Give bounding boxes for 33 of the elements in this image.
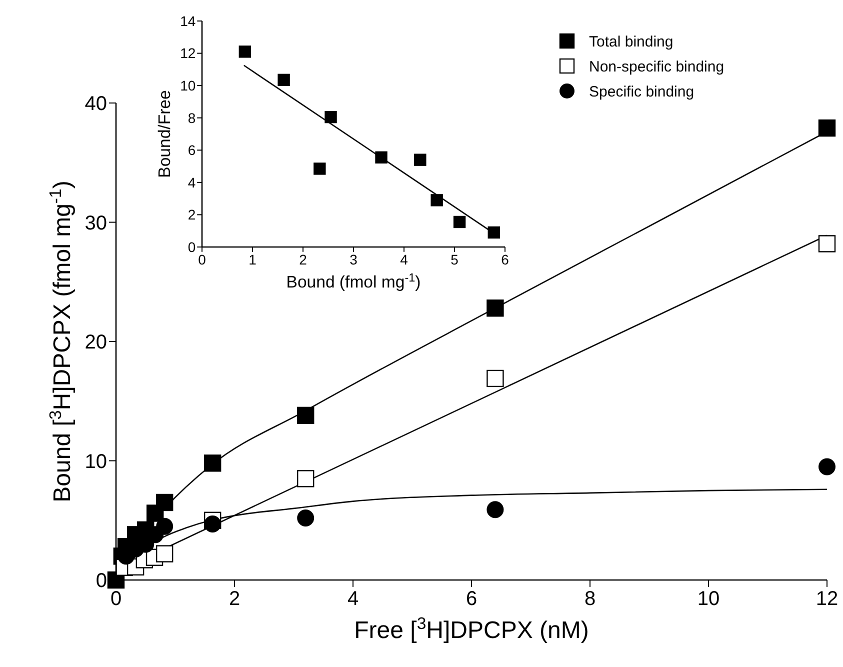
- y-tick-label: 10: [84, 450, 107, 473]
- x-axis-title: Bound (fmol mg$^{-1}$): [286, 271, 421, 292]
- y-tick-label: 10: [180, 77, 196, 94]
- x-tick-label: 4: [347, 588, 359, 610]
- y-tick-label: 6: [188, 142, 196, 158]
- x-tick-label: 0: [110, 588, 122, 610]
- y-tick-label: 0: [96, 570, 107, 592]
- x-tick-label: 3: [350, 252, 358, 268]
- x-tick-label: 1: [248, 252, 257, 268]
- y-axis-title: Bound/Free: [154, 90, 174, 178]
- x-tick-label: 5: [450, 252, 459, 268]
- y-tick-label: 30: [84, 212, 107, 234]
- x-axis-title: Free [$^{3}$H]DPCPX (nM): [354, 614, 589, 644]
- x-tick-label: 2: [299, 252, 308, 268]
- legend-label: Specific binding: [589, 83, 694, 100]
- x-tick-label: 6: [466, 588, 478, 610]
- y-tick-label: 8: [188, 110, 196, 126]
- x-tick-label: 2: [228, 588, 240, 610]
- y-tick-label: 4: [188, 174, 196, 190]
- y-tick-label: 20: [84, 332, 107, 354]
- x-tick-label: 12: [816, 588, 838, 610]
- y-tick-label: 14: [180, 12, 196, 29]
- x-tick-label: 6: [501, 252, 510, 268]
- x-tick-label: 4: [400, 252, 408, 268]
- legend-label: Non-specific binding: [589, 58, 724, 76]
- y-tick-label: 2: [188, 206, 196, 223]
- y-tick-label: 12: [180, 45, 196, 62]
- legend-label: Total binding: [589, 33, 674, 50]
- x-tick-label: 10: [697, 588, 720, 610]
- y-tick-label: 40: [84, 93, 107, 115]
- x-tick-label: 0: [198, 252, 206, 268]
- x-tick-label: 8: [584, 588, 596, 610]
- y-tick-label: 0: [188, 238, 196, 255]
